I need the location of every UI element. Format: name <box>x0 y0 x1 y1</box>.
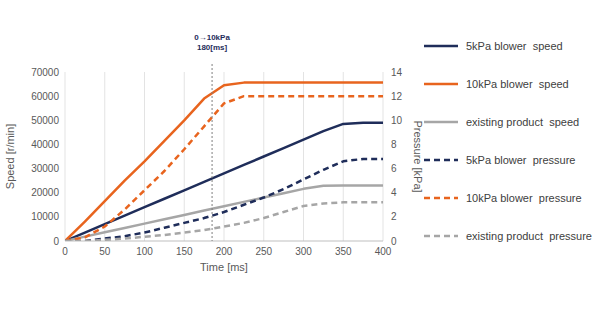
grid-line <box>104 72 105 241</box>
y-tick-label: 10000 <box>31 211 59 222</box>
series-line <box>65 96 383 241</box>
y2-tick-label: 6 <box>391 163 397 174</box>
x-tick-label: 400 <box>375 246 392 257</box>
y-tick-label: 60000 <box>31 91 59 102</box>
x-tick-label: 200 <box>216 246 233 257</box>
y2-tick-label: 12 <box>391 91 403 102</box>
y2-tick-label: 10 <box>391 115 403 126</box>
x-tick-label: 150 <box>176 246 193 257</box>
y-tick-label: 0 <box>53 236 59 247</box>
legend-label: 5kPa blower speed <box>466 40 563 52</box>
chart: 0501001502002503003504000100002000030000… <box>0 0 600 313</box>
x-tick-label: 50 <box>99 246 111 257</box>
x-tick-label: 0 <box>62 246 68 257</box>
legend-label: existing product speed <box>466 116 579 128</box>
x-tick-label: 100 <box>136 246 153 257</box>
x-axis-label: Time [ms] <box>200 261 248 273</box>
x-tick-label: 250 <box>255 246 272 257</box>
legend-label: 10kPa blower pressure <box>466 192 582 204</box>
annotation-text: 180[ms] <box>197 43 228 52</box>
y2-tick-label: 2 <box>391 211 397 222</box>
y2-tick-label: 14 <box>391 67 403 78</box>
y-tick-label: 50000 <box>31 115 59 126</box>
legend-swatch <box>424 45 458 48</box>
x-tick-label: 300 <box>295 246 312 257</box>
annotation-line <box>212 64 213 241</box>
grid-line <box>144 72 145 241</box>
y-tick-label: 40000 <box>31 139 59 150</box>
legend-label: 5kPa blower pressure <box>466 154 575 166</box>
legend-label: existing product pressure <box>466 230 592 242</box>
legend-swatch <box>424 121 458 124</box>
series-group <box>65 83 383 241</box>
y2-tick-label: 8 <box>391 139 397 150</box>
y2-tick-label: 0 <box>391 236 397 247</box>
series-line <box>65 83 383 241</box>
series-line <box>65 123 383 241</box>
x-axis <box>65 241 383 242</box>
y-tick-label: 30000 <box>31 163 59 174</box>
legend-swatch <box>424 197 458 200</box>
legend-swatch <box>424 235 458 238</box>
annotation-text: 0→10kPa <box>194 33 230 42</box>
y-tick-label: 70000 <box>31 67 59 78</box>
series-line <box>65 159 383 241</box>
y-tick-label: 20000 <box>31 187 59 198</box>
legend-swatch <box>424 83 458 86</box>
y2-tick-label: 4 <box>391 187 397 198</box>
legend-label: 10kPa blower speed <box>466 78 569 90</box>
grid-line <box>224 72 225 241</box>
x-tick-label: 350 <box>335 246 352 257</box>
grid-line <box>65 72 66 241</box>
y2-axis-label: Pressure [kPa] <box>412 120 424 192</box>
legend-swatch <box>424 159 458 162</box>
series-line <box>65 202 383 241</box>
y-axis-label: Speed [r/min] <box>4 124 16 189</box>
